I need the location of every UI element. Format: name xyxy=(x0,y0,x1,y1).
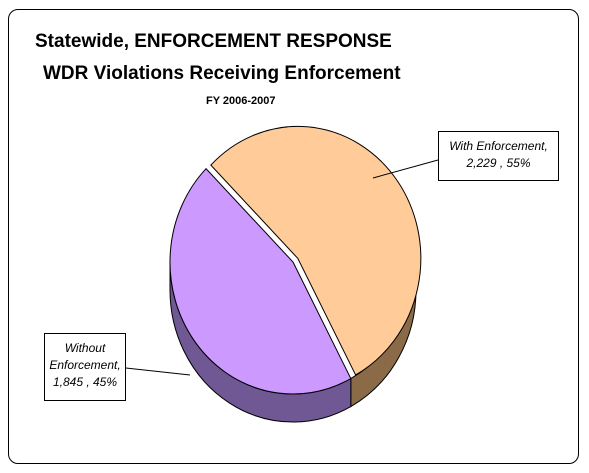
leader-line-with xyxy=(372,159,439,179)
data-label-without-line2: Enforcement, xyxy=(49,358,121,372)
chart-title: Statewide, ENFORCEMENT RESPONSE xyxy=(35,31,392,52)
pie-slice-0 xyxy=(210,125,422,376)
data-label-with-enforcement: With Enforcement, 2,229 , 55% xyxy=(438,131,559,181)
data-label-without-line1: Without xyxy=(64,341,106,355)
data-label-without-line3: 1,845 , 45% xyxy=(52,375,118,389)
pie-slice-1 xyxy=(169,167,352,395)
chart-subtitle: WDR Violations Receiving Enforcement xyxy=(43,63,401,84)
leader-line-without xyxy=(125,367,191,376)
data-label-without-enforcement: Without Enforcement, 1,845 , 45% xyxy=(44,333,126,401)
chart-period: FY 2006-2007 xyxy=(206,95,276,107)
data-label-with-line2: 2,229 , 55% xyxy=(466,156,531,170)
data-label-with-line1: With Enforcement, xyxy=(449,139,548,153)
